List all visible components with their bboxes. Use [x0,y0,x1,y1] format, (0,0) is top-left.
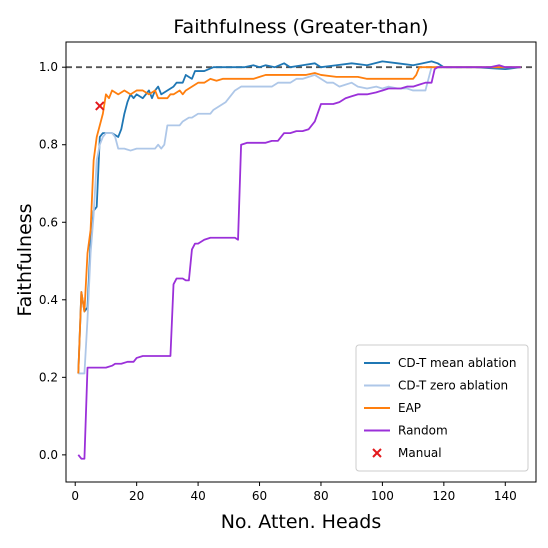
legend-item-eap: EAP [364,401,421,415]
y-tick-label: 0.2 [39,370,58,384]
legend-label: EAP [398,401,421,415]
series-line-random [77,64,521,460]
legend-label: CD-T mean ablation [398,356,516,370]
x-tick-label: 40 [190,489,205,503]
chart-title: Faithfulness (Greater-than) [173,16,428,38]
legend-box [355,344,529,472]
y-tick-label: 0.8 [39,138,58,152]
series-line-eap [77,66,521,374]
series-line-cd-t-zero-ablation [78,66,521,375]
x-tick-label: 100 [371,489,394,503]
y-tick-label: 0.6 [39,215,58,229]
marker-manual [95,101,105,111]
x-tick-label: 140 [494,489,517,503]
y-axis-label: Faithfulness [14,203,36,316]
x-axis-label: No. Atten. Heads [221,511,382,533]
legend-item-random: Random [364,424,448,438]
plot-frame [65,41,537,483]
legend-label: CD-T zero ablation [398,379,508,393]
y-tick-label: 0.0 [39,448,58,462]
legend-label: Random [398,424,448,438]
x-tick-label: 80 [313,489,328,503]
series-layer [77,60,521,460]
x-tick-label: 0 [71,489,79,503]
x-tick-label: 20 [129,489,144,503]
marker-layer [95,101,105,111]
y-tick-label: 0.4 [39,293,58,307]
legend: CD-T mean ablation CD-T zero ablation EAP R… [355,344,529,472]
ticks-layer: 0 20 40 60 80 100 120 140 0.0 0.2 0.4 0.6 0.8 1.0 [39,60,517,503]
legend-item-cd-t-zero-ablation: CD-T zero ablation [364,379,508,393]
legend-item-cd-t-mean-ablation: CD-T mean ablation [364,356,516,370]
legend-swatch [372,448,382,458]
legend-item-manual: Manual [372,446,442,460]
y-tick-label: 1.0 [39,60,58,74]
x-tick-label: 120 [432,489,455,503]
legend-label: Manual [398,446,442,460]
x-tick-label: 60 [252,489,267,503]
